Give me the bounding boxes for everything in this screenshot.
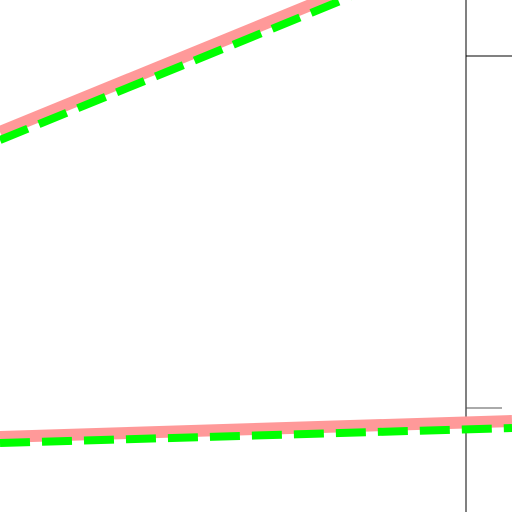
frame [465,0,512,512]
series-1-segment-2 [0,415,512,443]
series-2-segment-1 [0,0,352,144]
series-layer [0,0,512,447]
series-1-segment-1 [0,0,333,138]
series-2-segment-2 [0,424,512,447]
